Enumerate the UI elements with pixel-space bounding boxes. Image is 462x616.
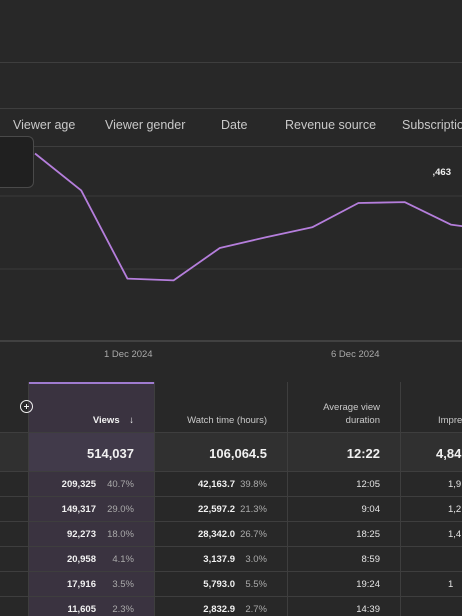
row-divider (0, 496, 462, 497)
total-impressions: 4,84 (436, 446, 462, 461)
row-impressions: 1,2 (448, 504, 462, 515)
row-divider (0, 471, 462, 472)
chart-top-divider (0, 146, 462, 147)
row-divider (0, 521, 462, 522)
totals-views-highlight (28, 433, 154, 471)
sort-down-arrow-icon: ↓ (129, 415, 134, 426)
views-header-label: Views (92, 415, 120, 426)
row-watch-time: 42,163.7 (198, 479, 235, 490)
x-tick-label: 6 Dec 2024 (331, 349, 380, 360)
row-watch-percent: 21.3% (240, 504, 267, 515)
column-divider (287, 382, 288, 616)
views-header[interactable]: Views ↓ (93, 414, 134, 427)
row-watch-percent: 3.0% (245, 554, 267, 565)
tab-viewer-age[interactable]: Viewer age (13, 118, 76, 132)
avg-duration-header[interactable]: Average view duration (323, 401, 380, 427)
row-avg-duration: 14:39 (356, 604, 380, 615)
row-divider (0, 571, 462, 572)
column-divider (28, 382, 29, 616)
add-column-icon[interactable] (20, 400, 33, 413)
tabs-divider (0, 108, 462, 109)
tooltip-value: ,463 (432, 167, 452, 178)
row-avg-duration: 12:05 (356, 479, 380, 490)
avg-duration-header-line2: duration (345, 415, 380, 426)
series-line (34, 152, 462, 282)
row-watch-time: 3,137.9 (203, 554, 235, 565)
row-watch-percent: 2.7% (245, 604, 267, 615)
tab-date[interactable]: Date (221, 118, 248, 132)
row-impressions: 1,4 (448, 529, 462, 540)
row-views-percent: 29.0% (107, 504, 134, 515)
views-column-accent (28, 382, 154, 384)
row-watch-time: 2,832.9 (203, 604, 235, 615)
row-watch-time: 28,342.0 (198, 529, 235, 540)
impressions-header[interactable]: Impre (438, 415, 462, 426)
views-column-highlight (28, 382, 154, 616)
tab-subscription[interactable]: Subscriptio (402, 118, 462, 132)
x-tick-label: 1 Dec 2024 (104, 349, 153, 360)
column-divider (400, 382, 401, 616)
top-divider (0, 62, 462, 63)
row-divider (0, 546, 462, 547)
watch-time-header[interactable]: Watch time (hours) (187, 415, 267, 426)
header-divider (0, 432, 462, 433)
row-avg-duration: 18:25 (356, 529, 380, 540)
row-views-percent: 3.5% (112, 579, 134, 590)
row-watch-time: 22,597.2 (198, 504, 235, 515)
row-watch-time: 5,793.0 (203, 579, 235, 590)
tab-revenue-source[interactable]: Revenue source (285, 118, 377, 132)
row-watch-percent: 5.5% (245, 579, 267, 590)
row-views: 209,325 (61, 479, 96, 490)
chart-tooltip (0, 136, 34, 188)
row-views: 92,273 (66, 529, 96, 540)
avg-duration-header-line1: Average view (323, 402, 380, 413)
row-avg-duration: 8:59 (361, 554, 381, 565)
row-views: 149,317 (61, 504, 96, 515)
total-avg-duration: 12:22 (346, 446, 380, 461)
row-views-percent: 18.0% (107, 529, 134, 540)
row-divider (0, 596, 462, 597)
totals-row (0, 433, 462, 471)
row-avg-duration: 9:04 (361, 504, 381, 515)
row-views: 11,605 (67, 604, 96, 615)
row-views: 17,916 (66, 579, 96, 590)
row-avg-duration: 19:24 (356, 579, 380, 590)
tab-viewer-gender[interactable]: Viewer gender (105, 118, 186, 132)
row-impressions: 1,9 (448, 479, 462, 490)
row-views-percent: 2.3% (112, 604, 134, 615)
row-views: 20,958 (66, 554, 96, 565)
row-watch-percent: 26.7% (240, 529, 267, 540)
row-views-percent: 40.7% (107, 479, 134, 490)
total-views: 514,037 (87, 446, 134, 461)
column-divider (154, 382, 155, 616)
row-views-percent: 4.1% (112, 554, 134, 565)
line-chart[interactable] (0, 140, 462, 345)
total-watch-time: 106,064.5 (209, 446, 267, 461)
row-watch-percent: 39.8% (240, 479, 267, 490)
data-table: Views ↓ Watch time (hours) Average view … (0, 382, 462, 616)
row-impressions: 1 (448, 579, 454, 590)
